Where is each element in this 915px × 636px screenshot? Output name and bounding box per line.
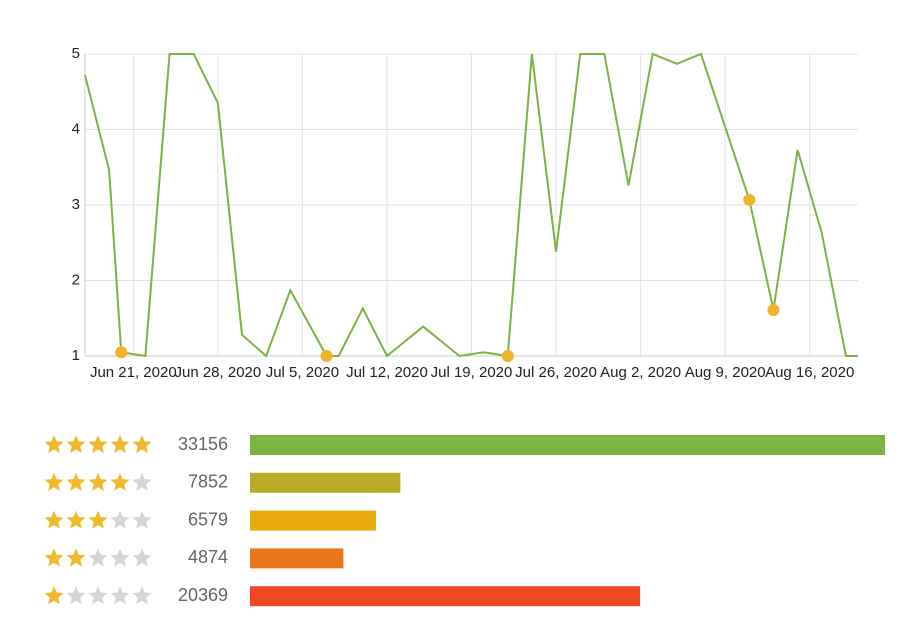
star (44, 435, 64, 454)
bar (250, 548, 344, 569)
x-tick-label: Aug 2, 2020 (600, 364, 681, 381)
star (66, 435, 86, 454)
x-tick-label: Jul 5, 2020 (266, 364, 339, 381)
x-tick-label: Jul 12, 2020 (346, 364, 428, 381)
star (44, 510, 64, 529)
star (132, 472, 152, 491)
marker (767, 303, 780, 316)
x-tick-label: Aug 16, 2020 (765, 364, 854, 381)
x-tick-label: Jun 21, 2020 (90, 364, 177, 381)
marker (743, 193, 756, 206)
count-label: 20369 (178, 585, 228, 605)
x-tick-label: Jul 19, 2020 (431, 364, 513, 381)
count-label: 6579 (188, 509, 228, 529)
star (110, 586, 130, 605)
count-label: 4874 (188, 547, 228, 567)
star (66, 472, 86, 491)
bar (250, 586, 641, 607)
x-tick-label: Jun 28, 2020 (174, 364, 261, 381)
star (132, 435, 152, 454)
star (88, 548, 108, 567)
star (66, 548, 86, 567)
star (110, 472, 130, 491)
star-rating (44, 548, 152, 567)
star-rating (44, 510, 152, 529)
star (88, 472, 108, 491)
star (66, 510, 86, 529)
star-rating (44, 472, 152, 491)
star (88, 435, 108, 454)
x-tick-label: Jul 26, 2020 (515, 364, 597, 381)
star (110, 435, 130, 454)
star (88, 586, 108, 605)
count-label: 7852 (188, 472, 228, 492)
star (132, 586, 152, 605)
bar (250, 510, 377, 531)
y-tick-label: 2 (72, 271, 80, 288)
marker (115, 346, 128, 359)
star-rating (44, 435, 152, 454)
star (44, 548, 64, 567)
star (132, 510, 152, 529)
y-tick-label: 3 (72, 196, 80, 213)
line (84, 52, 858, 358)
star (66, 586, 86, 605)
star (132, 548, 152, 567)
count-label: 33156 (178, 434, 228, 454)
y-tick-label: 1 (72, 347, 80, 364)
y-tick-label: 5 (72, 45, 80, 62)
bar (250, 472, 401, 493)
star (110, 548, 130, 567)
star (44, 586, 64, 605)
x-tick-label: Aug 9, 2020 (685, 364, 766, 381)
star (110, 510, 130, 529)
star-rating (44, 586, 152, 605)
marker (501, 350, 514, 362)
star (44, 472, 64, 491)
marker (320, 350, 333, 362)
y-tick-label: 4 (72, 120, 80, 137)
bar (250, 435, 885, 455)
star (88, 510, 108, 529)
